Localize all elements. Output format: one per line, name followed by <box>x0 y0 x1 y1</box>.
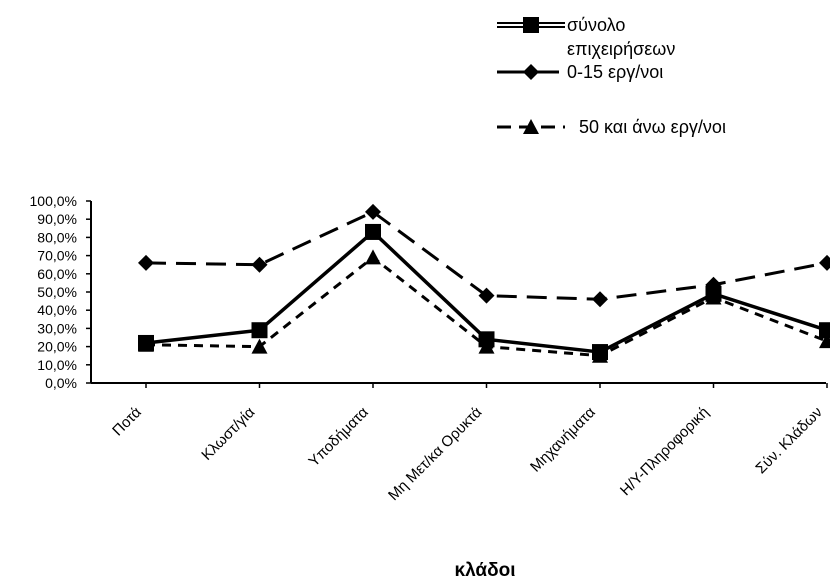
legend-label: σύνολο <box>567 15 625 35</box>
data-point <box>365 223 381 240</box>
legend-label: επιχειρήσεων <box>567 39 675 59</box>
legend-marker <box>523 64 539 80</box>
data-point <box>365 249 381 265</box>
legend-entry-1: σύνολο επιχειρήσεων <box>497 15 675 59</box>
y-tick-label: 20,0% <box>37 339 77 355</box>
data-point <box>138 254 154 271</box>
data-point <box>819 322 830 339</box>
y-tick-label: 50,0% <box>37 284 77 300</box>
y-tick-label: 90,0% <box>37 211 77 227</box>
series-3 <box>138 249 830 363</box>
data-point <box>705 276 722 293</box>
data-point <box>819 333 830 349</box>
legend-marker <box>523 119 539 134</box>
y-tick-label: 30,0% <box>37 320 77 336</box>
y-axis: 0,0% 10,0% 20,0% 30,0% 40,0% 50,0% 60,0% 70,0% 8… <box>30 193 92 391</box>
data-point <box>478 287 495 304</box>
y-tick-label: 10,0% <box>37 357 77 373</box>
x-category-label: Ποτά <box>109 404 145 440</box>
x-category-label: Σύν. Κλάδων <box>752 404 825 477</box>
data-point <box>138 336 154 352</box>
y-tick-label: 80,0% <box>37 229 77 245</box>
legend-marker <box>523 17 539 33</box>
series-2 <box>138 203 830 308</box>
x-axis-title: κλάδοι <box>454 560 515 581</box>
data-point <box>592 347 608 363</box>
y-tick-label: 0,0% <box>45 375 77 391</box>
data-point <box>478 338 495 354</box>
legend: σύνολο επιχειρήσεων 0-15 εργ/νοι 50 και άνω… <box>497 15 726 137</box>
data-point <box>251 256 268 273</box>
y-tick-label: 70,0% <box>37 248 77 264</box>
y-tick-label: 60,0% <box>37 266 77 282</box>
data-point <box>251 322 268 339</box>
series-area <box>138 203 830 363</box>
series-line <box>145 210 828 301</box>
x-category-label: Υποδήματα <box>305 404 372 471</box>
data-point <box>592 291 608 308</box>
y-tick-label: 100,0% <box>30 193 77 209</box>
data-point <box>365 203 381 220</box>
data-point <box>819 254 830 271</box>
x-category-label: Κλωστ/γία <box>198 404 258 464</box>
legend-label: 50 και άνω εργ/νοι <box>579 117 726 137</box>
x-axis: Ποτά Κλωστ/γία Υποδήματα Μη Μετ/κα Ορυκτά Μη… <box>91 382 828 504</box>
data-point <box>251 338 268 354</box>
legend-entry-3: 50 και άνω εργ/νοι <box>497 117 726 137</box>
x-category-label: Μη Μετ/κα Ορυκτά <box>385 404 485 504</box>
x-category-label: Μηχανήματα <box>527 404 599 476</box>
y-tick-label: 40,0% <box>37 302 77 318</box>
legend-entry-2: 0-15 εργ/νοι <box>497 62 663 82</box>
data-point <box>705 289 722 305</box>
x-category-label: Η/Υ-Πληροφορική <box>617 404 712 499</box>
legend-label: 0-15 εργ/νοι <box>567 62 663 82</box>
